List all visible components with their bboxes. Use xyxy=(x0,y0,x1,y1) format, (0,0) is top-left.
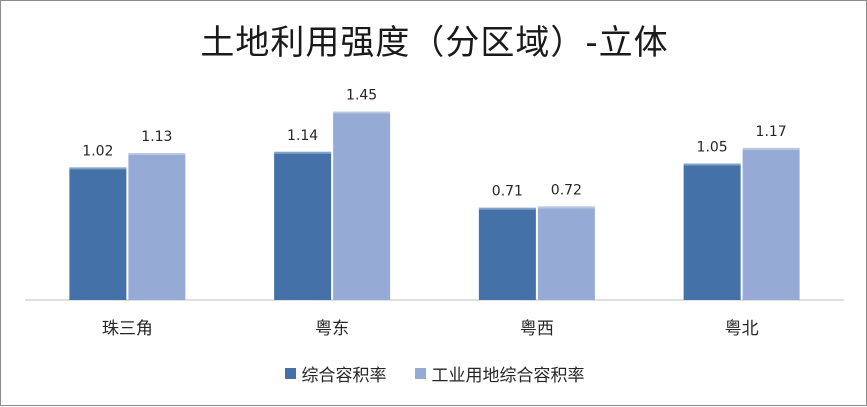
bar-top-highlight-s2-3 xyxy=(537,206,595,209)
bar-s2-2 xyxy=(333,111,391,300)
bar-top-highlight-s1-2 xyxy=(274,151,332,154)
legend-label-series-1: 综合容积率 xyxy=(301,366,387,386)
legend-item-series-2: 工业用地综合容积率 xyxy=(414,361,585,386)
chart-title: 土地利用强度（分区域）-立体 xyxy=(200,23,669,63)
bar-top-highlight-s1-1 xyxy=(69,167,127,170)
chart-legend: 综合容积率 工业用地综合容积率 xyxy=(1,361,867,386)
x-tick-label-4: 粤北 xyxy=(725,319,759,339)
data-label-s1-3: 0.71 xyxy=(492,184,523,200)
bar-s1-3 xyxy=(478,207,536,300)
legend-swatch-series-1 xyxy=(284,368,296,379)
legend-item-series-1: 综合容积率 xyxy=(284,361,387,386)
bar-s1-2 xyxy=(274,151,332,300)
data-label-s1-2: 1.14 xyxy=(287,128,318,144)
x-tick-label-1: 珠三角 xyxy=(102,319,153,339)
bar-top-highlight-s1-4 xyxy=(683,163,741,166)
bar-s1-1 xyxy=(69,167,127,300)
legend-label-series-2: 工业用地综合容积率 xyxy=(431,366,585,386)
x-tick-label-2: 粤东 xyxy=(315,319,349,339)
data-label-s2-4: 1.17 xyxy=(756,124,787,140)
bar-top-highlight-s1-3 xyxy=(478,207,536,210)
bar-s2-4 xyxy=(742,147,800,300)
bar-top-highlight-s2-4 xyxy=(742,147,800,150)
legend-swatch-series-2 xyxy=(414,368,426,379)
x-tick-label-3: 粤西 xyxy=(520,319,554,339)
bar-s2-1 xyxy=(128,153,186,300)
data-label-s1-4: 1.05 xyxy=(697,140,728,156)
data-label-s2-2: 1.45 xyxy=(346,88,377,104)
bar-top-highlight-s2-1 xyxy=(128,153,186,156)
data-label-s2-1: 1.13 xyxy=(141,129,172,145)
bar-top-highlight-s2-2 xyxy=(333,111,391,114)
data-label-s2-3: 0.72 xyxy=(551,182,582,198)
bar-s1-4 xyxy=(683,163,741,300)
bar-s2-3 xyxy=(537,206,595,300)
data-label-s1-1: 1.02 xyxy=(82,143,113,159)
